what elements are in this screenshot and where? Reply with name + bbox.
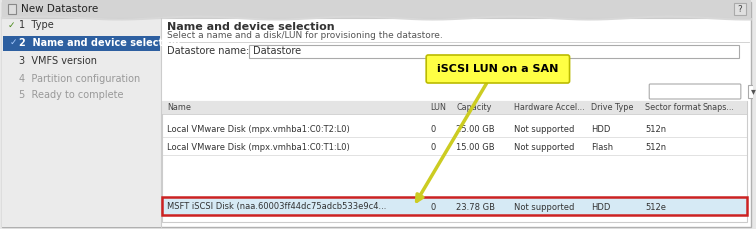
Text: 25.00 GB: 25.00 GB bbox=[456, 125, 494, 134]
Text: 512n: 512n bbox=[646, 125, 666, 134]
Text: 512e: 512e bbox=[646, 202, 666, 212]
Text: 0: 0 bbox=[430, 202, 435, 212]
Text: Hardware Accel...: Hardware Accel... bbox=[514, 103, 584, 112]
Text: Datastore name:: Datastore name: bbox=[167, 46, 249, 56]
Text: 2  Name and device selection: 2 Name and device selection bbox=[19, 38, 180, 47]
Text: Local VMware Disk (mpx.vmhba1:C0:T1:L0): Local VMware Disk (mpx.vmhba1:C0:T1:L0) bbox=[167, 142, 350, 152]
Text: 0: 0 bbox=[430, 142, 435, 152]
Text: Q: Q bbox=[655, 87, 662, 96]
Text: Name and device selection: Name and device selection bbox=[167, 22, 335, 32]
Text: HDD: HDD bbox=[591, 125, 611, 134]
Text: ✓: ✓ bbox=[10, 38, 17, 47]
Text: Snaps...: Snaps... bbox=[703, 103, 735, 112]
Text: 4  Partition configuration: 4 Partition configuration bbox=[19, 74, 140, 84]
Text: New Datastore: New Datastore bbox=[21, 4, 98, 14]
Text: Not supported: Not supported bbox=[514, 125, 575, 134]
Text: 512n: 512n bbox=[646, 142, 666, 152]
Text: ✓: ✓ bbox=[8, 21, 15, 30]
Text: 0: 0 bbox=[430, 125, 435, 134]
Text: 5  Ready to complete: 5 Ready to complete bbox=[19, 90, 123, 101]
Bar bbox=[748, 85, 756, 98]
Text: Filter: Filter bbox=[665, 87, 687, 96]
Bar bbox=[2, 18, 161, 227]
Text: iSCSI LUN on a SAN: iSCSI LUN on a SAN bbox=[437, 64, 559, 74]
Bar bbox=[163, 197, 747, 215]
Text: 23.78 GB: 23.78 GB bbox=[456, 202, 495, 212]
Text: Flash: Flash bbox=[591, 142, 614, 152]
Text: Sector format: Sector format bbox=[646, 103, 701, 112]
Text: Name: Name bbox=[167, 103, 191, 112]
Text: Not supported: Not supported bbox=[514, 142, 575, 152]
Text: Drive Type: Drive Type bbox=[591, 103, 634, 112]
Text: Local VMware Disk (mpx.vmhba1:C0:T2:L0): Local VMware Disk (mpx.vmhba1:C0:T2:L0) bbox=[167, 125, 350, 134]
Bar bbox=[8, 4, 16, 14]
Bar bbox=[249, 45, 739, 58]
Text: Not supported: Not supported bbox=[514, 202, 575, 212]
Text: HDD: HDD bbox=[591, 202, 611, 212]
Bar bbox=[163, 101, 747, 222]
Text: LUN: LUN bbox=[430, 103, 446, 112]
Bar bbox=[163, 101, 747, 114]
Text: Select a name and a disk/LUN for provisioning the datastore.: Select a name and a disk/LUN for provisi… bbox=[167, 32, 443, 41]
Bar bbox=[2, 0, 751, 18]
Text: ?: ? bbox=[737, 5, 742, 14]
Text: 1  Type: 1 Type bbox=[19, 21, 54, 30]
FancyBboxPatch shape bbox=[649, 84, 741, 99]
Text: MSFT iSCSI Disk (naa.60003ff44dc75adcb533e9c4...: MSFT iSCSI Disk (naa.60003ff44dc75adcb53… bbox=[167, 202, 386, 212]
Text: 3  VMFS version: 3 VMFS version bbox=[19, 55, 97, 65]
Text: 15.00 GB: 15.00 GB bbox=[456, 142, 494, 152]
FancyBboxPatch shape bbox=[426, 55, 569, 83]
Text: ▾: ▾ bbox=[751, 87, 756, 96]
Bar bbox=[3, 36, 160, 51]
Text: Capacity: Capacity bbox=[456, 103, 491, 112]
Bar bbox=[734, 3, 746, 15]
Text: Datastore: Datastore bbox=[253, 46, 301, 56]
